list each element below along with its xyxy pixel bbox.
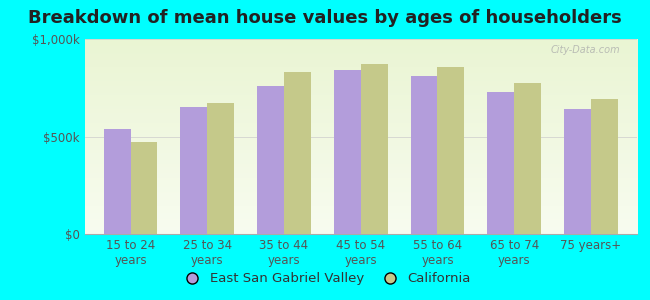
Bar xyxy=(207,103,234,234)
Bar xyxy=(181,107,207,234)
Bar xyxy=(257,86,284,234)
Bar xyxy=(564,109,591,234)
Legend: East San Gabriel Valley, California: East San Gabriel Valley, California xyxy=(174,267,476,290)
Bar xyxy=(104,129,131,234)
Bar xyxy=(411,76,437,234)
Bar xyxy=(334,70,361,234)
Bar xyxy=(591,99,618,234)
Bar xyxy=(437,67,464,234)
Bar xyxy=(284,72,311,234)
Text: Breakdown of mean house values by ages of householders: Breakdown of mean house values by ages o… xyxy=(28,9,622,27)
Text: City-Data.com: City-Data.com xyxy=(551,45,620,55)
Bar xyxy=(131,142,157,234)
Bar xyxy=(361,64,387,234)
Bar xyxy=(488,92,514,234)
Bar xyxy=(514,83,541,234)
